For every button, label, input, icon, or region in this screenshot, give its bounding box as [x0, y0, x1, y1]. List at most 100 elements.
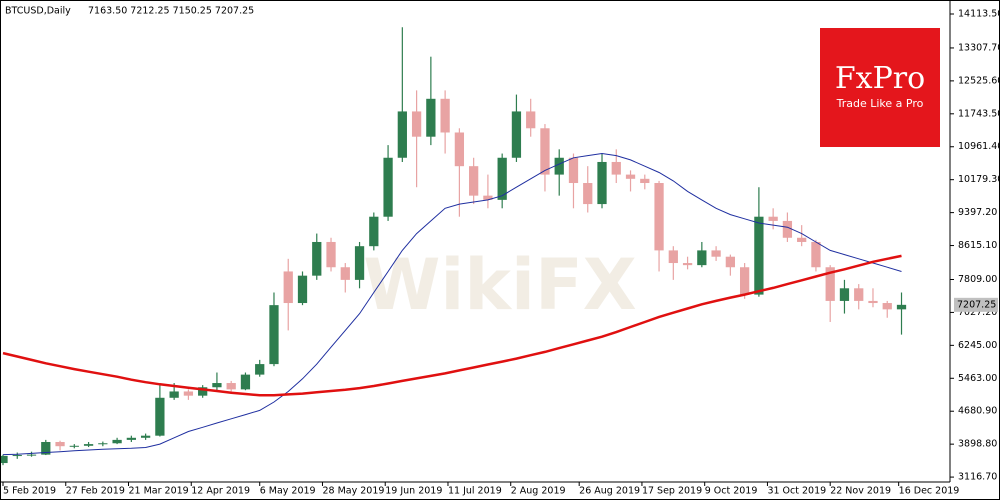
candle-body: [654, 183, 664, 251]
x-tick-label: 9 Oct 2019: [705, 486, 758, 497]
candle-body: [768, 216, 778, 221]
candle-body: [682, 263, 693, 266]
candle-body: [697, 250, 707, 266]
candle-body: [611, 161, 621, 175]
candle-body: [383, 157, 393, 217]
candle-body: [811, 241, 821, 268]
candle-body: [454, 132, 465, 167]
y-tick-label: 4680.90: [958, 406, 997, 417]
price-tag-label: 7207.25: [957, 299, 996, 310]
candle-body: [896, 304, 907, 310]
candle-body: [426, 98, 436, 137]
y-tick-label: 7027.20: [958, 307, 997, 318]
candle-body: [140, 435, 151, 438]
candle-body: [26, 454, 37, 456]
candle-body: [839, 288, 850, 301]
candle-body: [568, 157, 579, 184]
candle-body: [854, 288, 864, 301]
x-tick-label: 31 Oct 2019: [767, 486, 826, 497]
candle-body: [212, 383, 222, 388]
candle-body: [198, 387, 208, 396]
x-tick-label: 28 May 2019: [322, 486, 384, 497]
candle-body: [340, 267, 350, 280]
candle-body: [55, 441, 65, 447]
candle-body: [483, 195, 493, 200]
candle-body: [797, 237, 807, 242]
candle-body: [312, 241, 322, 276]
x-tick-label: 22 Nov 2019: [830, 486, 891, 497]
candle-body: [98, 443, 108, 445]
y-tick-label: 3116.70: [958, 472, 997, 483]
candle-body: [169, 391, 179, 398]
y-tick-label: 11743.50: [958, 108, 1000, 119]
candle-body: [397, 111, 407, 158]
candle-body: [640, 178, 650, 184]
candle-body: [554, 157, 564, 175]
candle-body: [83, 444, 94, 446]
candle-body: [440, 98, 450, 133]
y-tick-label: 12525.60: [958, 75, 1000, 86]
last-ohlc: 7163.50 7212.25 7150.25 7207.25: [88, 6, 254, 17]
x-tick-label: 17 Sep 2019: [642, 486, 702, 497]
x-tick-label: 19 Jun 2019: [385, 486, 442, 497]
candle-body: [226, 383, 236, 390]
x-tick-label: 16 Dec 2019: [899, 486, 960, 497]
candle-body: [326, 241, 336, 268]
x-tick-label: 2 Aug 2019: [511, 486, 566, 497]
candle-body: [511, 111, 522, 158]
candle-body: [283, 271, 293, 304]
candle-body: [469, 166, 479, 196]
y-tick-label: 13307.70: [958, 42, 1000, 53]
candle-body: [597, 161, 607, 205]
candle-body: [240, 374, 251, 390]
x-tick-label: 21 Mar 2019: [129, 486, 189, 497]
x-tick-label: 5 Feb 2019: [3, 486, 56, 497]
y-tick-label: 6245.00: [958, 340, 997, 351]
y-tick-label: 8615.10: [958, 240, 997, 251]
candle-body: [540, 128, 550, 175]
candle-body: [497, 157, 507, 200]
plot: [0, 27, 907, 466]
candle-body: [183, 391, 194, 396]
y-tick-label: 10961.40: [958, 141, 1000, 152]
candle-body: [668, 250, 678, 264]
x-tick-label: 12 Apr 2019: [191, 486, 250, 497]
candle-body: [526, 111, 536, 129]
candle-body: [711, 250, 721, 257]
candle-body: [297, 275, 308, 304]
x-tick-label: 26 Aug 2019: [579, 486, 640, 497]
logo-tagline: Trade Like a Pro: [836, 97, 924, 110]
y-tick-label: 7809.00: [958, 274, 997, 285]
candle-body: [868, 300, 878, 304]
candle-body: [882, 303, 892, 310]
ma-line: [2, 254, 902, 397]
candle-body: [255, 364, 265, 375]
candle-body: [782, 220, 793, 238]
candle-body: [739, 267, 750, 295]
candle-body: [69, 445, 79, 447]
y-tick-label: 5463.00: [958, 373, 997, 384]
candle-body: [41, 441, 51, 455]
candle-body: [0, 455, 8, 464]
y-tick-label: 9397.20: [958, 207, 997, 218]
y-tick-label: 3898.80: [958, 439, 997, 450]
logo-box: [820, 28, 940, 147]
candle-body: [369, 216, 379, 247]
x-tick-label: 27 Feb 2019: [66, 486, 125, 497]
price-tag: [954, 297, 998, 312]
candle-body: [12, 455, 22, 457]
symbol: BTCUSD,Daily: [5, 6, 71, 17]
candle-body: [269, 305, 279, 365]
y-tick-label: 10179.30: [958, 174, 1000, 185]
ma-line: [2, 152, 902, 456]
candle-body: [825, 267, 835, 301]
watermark: WikiFX: [363, 244, 637, 326]
x-tick-label: 11 Jul 2019: [448, 486, 502, 497]
candle-body: [754, 216, 764, 295]
candle-body: [411, 111, 422, 137]
candle-body: [725, 256, 735, 268]
candle-body: [112, 439, 122, 444]
